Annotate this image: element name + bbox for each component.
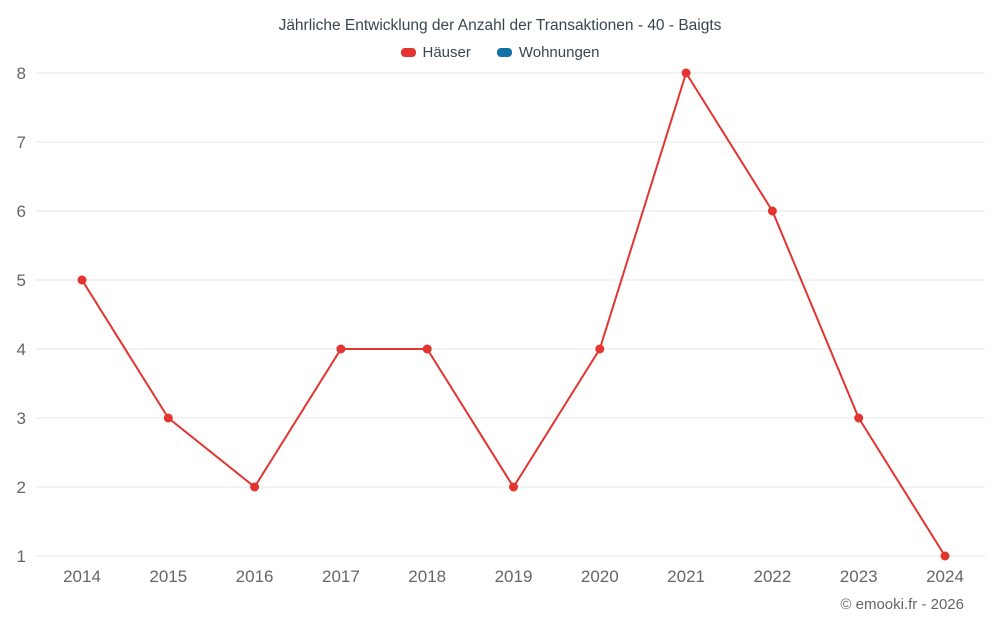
x-tick-label: 2016 xyxy=(236,567,274,586)
data-point xyxy=(77,275,87,285)
wohnungen-color-swatch-icon xyxy=(496,48,512,57)
x-tick-label: 2014 xyxy=(63,567,101,586)
y-tick-label: 1 xyxy=(17,547,26,566)
transactions-line-chart: 1 2 3 4 5 6 7 8 2014 2015 2016 2017 2018 2019 2020 2021… xyxy=(17,64,985,586)
data-point xyxy=(163,413,173,423)
x-tick-label: 2024 xyxy=(926,567,964,586)
x-tick-label: 2023 xyxy=(840,567,878,586)
y-tick-label: 3 xyxy=(17,409,26,428)
footer-credit: © emooki.fr - 2026 xyxy=(840,596,964,613)
x-tick-label: 2015 xyxy=(149,567,187,586)
legend-item-wohnungen[interactable]: Wohnungen xyxy=(496,44,600,61)
y-tick-label: 5 xyxy=(17,271,26,290)
legend-label-wohnungen: Wohnungen xyxy=(518,44,600,61)
legend-item-hauser[interactable]: Häuser xyxy=(400,44,471,61)
x-tick-label: 2022 xyxy=(753,567,791,586)
x-tick-label: 2020 xyxy=(581,567,619,586)
chart-title: Jährliche Entwicklung der Anzahl der Tra… xyxy=(278,17,722,34)
x-tick-label: 2019 xyxy=(495,567,533,586)
y-tick-label: 4 xyxy=(17,340,26,359)
data-point xyxy=(767,206,777,216)
x-tick-label: 2021 xyxy=(667,567,705,586)
hauser-color-swatch-icon xyxy=(400,48,416,57)
y-tick-label: 6 xyxy=(17,202,26,221)
data-point xyxy=(595,344,605,354)
y-tick-label: 2 xyxy=(17,478,26,497)
data-point xyxy=(681,68,691,78)
data-point xyxy=(336,344,346,354)
x-tick-label: 2018 xyxy=(408,567,446,586)
chart-legend: Häuser Wohnungen xyxy=(0,44,1000,61)
y-tick-label: 7 xyxy=(17,133,26,152)
legend-label-hauser: Häuser xyxy=(422,44,471,61)
data-point xyxy=(250,482,260,492)
data-point xyxy=(509,482,518,492)
data-point xyxy=(422,344,432,354)
data-point xyxy=(854,413,864,423)
x-tick-label: 2017 xyxy=(322,567,360,586)
y-tick-label: 8 xyxy=(17,64,26,83)
data-point xyxy=(940,551,950,561)
